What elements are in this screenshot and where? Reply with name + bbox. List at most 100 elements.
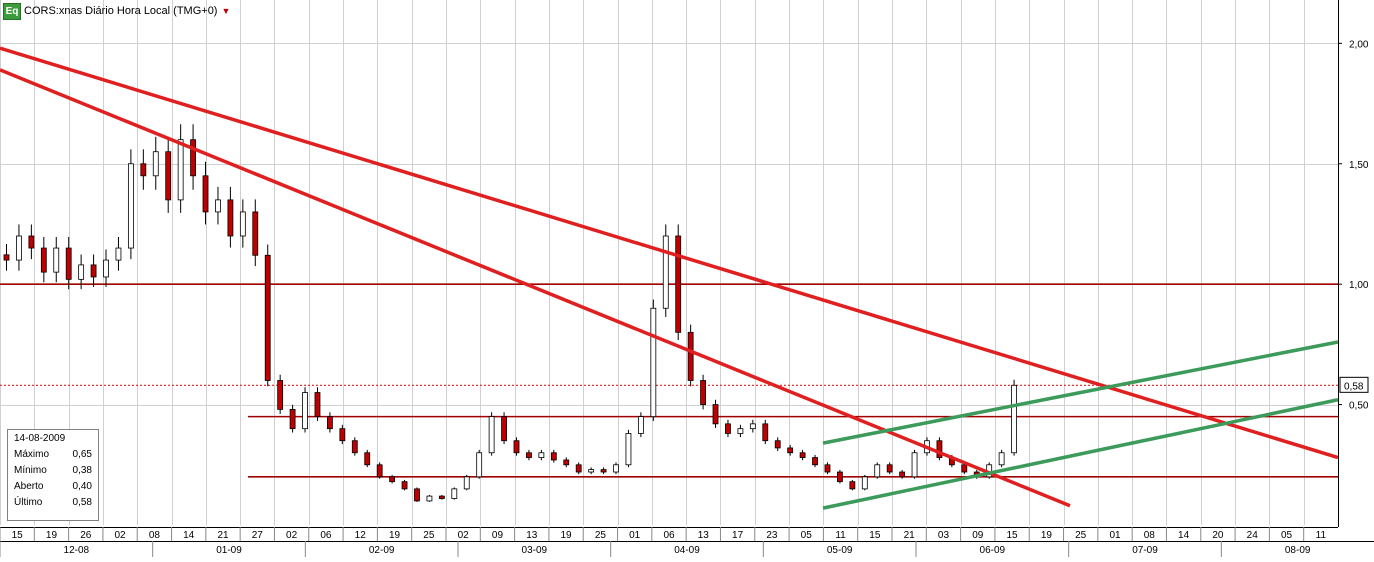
candle xyxy=(115,236,122,271)
candle xyxy=(874,462,881,479)
grid-layer xyxy=(0,0,1339,525)
month-tick-label: 03-09 xyxy=(522,545,548,556)
candle xyxy=(824,462,831,475)
candle-body xyxy=(1011,384,1017,454)
day-tick-label: 25 xyxy=(423,530,435,541)
info-row-open: Aberto 0,40 xyxy=(8,478,98,494)
candle xyxy=(339,424,346,445)
candle-body xyxy=(152,151,159,177)
candle-body xyxy=(563,459,570,466)
candle-body xyxy=(550,452,557,461)
candle-body xyxy=(414,488,420,502)
month-tick-label: 06-09 xyxy=(980,545,1006,556)
info-value: 0,65 xyxy=(72,448,92,460)
candle-body xyxy=(227,199,234,237)
month-tick-label: 08-09 xyxy=(1285,545,1311,556)
candle xyxy=(563,457,570,468)
candle xyxy=(526,449,532,461)
candle-body xyxy=(53,247,60,273)
candle-body xyxy=(886,464,893,473)
candle-body xyxy=(513,440,520,454)
candle xyxy=(202,161,209,225)
candle xyxy=(28,224,35,260)
candle-body xyxy=(687,331,694,381)
candle-body xyxy=(861,476,868,490)
info-label: Aberto xyxy=(14,480,44,492)
candle xyxy=(289,404,296,433)
day-tick-label: 08 xyxy=(1144,530,1156,541)
candle xyxy=(936,437,943,461)
day-tick-label: 06 xyxy=(320,530,332,541)
candle xyxy=(998,449,1005,468)
candle-body xyxy=(3,254,10,261)
candle-body xyxy=(16,235,22,261)
channel-trend-line[interactable] xyxy=(822,340,1339,445)
candle xyxy=(501,412,507,445)
price-tick-label: 1,50 xyxy=(1349,160,1369,171)
day-tick-label: 24 xyxy=(1247,530,1259,541)
candle xyxy=(90,254,97,287)
candle xyxy=(140,149,147,190)
candle xyxy=(513,437,520,456)
price-tick-label: 0,50 xyxy=(1349,401,1369,412)
candle-body xyxy=(327,416,333,430)
chart-title-bar[interactable]: CORS:xnas Diário Hora Local (TMG+0) ▼ xyxy=(24,4,230,18)
channel-trend-line[interactable] xyxy=(822,398,1339,510)
candle-body xyxy=(277,380,284,410)
day-tick-label: 09 xyxy=(492,530,504,541)
month-tick-label: 12-08 xyxy=(64,545,90,556)
candle-body xyxy=(302,392,308,430)
ohlc-info-box: 14-08-2009 Máximo 0,65 Mínimo 0,38 Aberto 0… xyxy=(7,429,99,521)
candle-body xyxy=(787,447,794,454)
candle-body xyxy=(749,423,756,430)
info-label: Mínimo xyxy=(14,464,47,476)
candle-body xyxy=(364,452,371,466)
day-tick-label: 23 xyxy=(766,530,778,541)
candle xyxy=(812,454,818,468)
resistance-trend-line[interactable] xyxy=(0,68,1071,508)
candle xyxy=(899,469,906,479)
candle xyxy=(215,186,221,225)
candle xyxy=(538,449,545,461)
candle-body xyxy=(488,416,495,454)
day-tick-label: 06 xyxy=(663,530,675,541)
info-value: 0,40 xyxy=(72,480,92,492)
candle-body xyxy=(65,247,72,280)
day-tick-label: 01 xyxy=(629,530,641,541)
day-tick-label: 25 xyxy=(1075,530,1087,541)
day-tick-label: 14 xyxy=(1178,530,1190,541)
candle xyxy=(177,124,184,213)
candle xyxy=(476,449,483,479)
candle xyxy=(364,449,371,468)
candle-body xyxy=(289,409,296,430)
candle-body xyxy=(103,259,109,278)
day-tick-label: 15 xyxy=(1007,530,1019,541)
info-value: 0,58 xyxy=(72,496,92,508)
candle xyxy=(451,487,458,500)
month-tick-label: 05-09 xyxy=(827,545,853,556)
candle-body xyxy=(190,139,196,177)
day-tick-label: 15 xyxy=(12,530,24,541)
candle xyxy=(625,429,632,468)
candle xyxy=(302,387,308,433)
day-tick-label: 17 xyxy=(732,530,744,541)
candle-body xyxy=(314,392,321,418)
eq-logo-text: Eq xyxy=(5,6,19,17)
candle xyxy=(774,437,781,452)
candle-body xyxy=(40,247,47,273)
candle xyxy=(637,412,644,438)
candle xyxy=(849,479,856,491)
eq-logo[interactable]: Eq xyxy=(3,3,21,20)
candle-body xyxy=(401,481,408,490)
candle xyxy=(712,399,719,428)
candle-body xyxy=(215,199,221,213)
resistance-trend-line[interactable] xyxy=(0,46,1339,460)
horizontal-lines xyxy=(0,283,1338,478)
candle-body xyxy=(28,235,35,249)
day-tick-label: 02 xyxy=(115,530,127,541)
candle-body xyxy=(662,235,669,309)
dropdown-arrow-icon[interactable]: ▼ xyxy=(221,6,231,16)
candle-body xyxy=(637,416,644,434)
candle xyxy=(687,324,694,387)
